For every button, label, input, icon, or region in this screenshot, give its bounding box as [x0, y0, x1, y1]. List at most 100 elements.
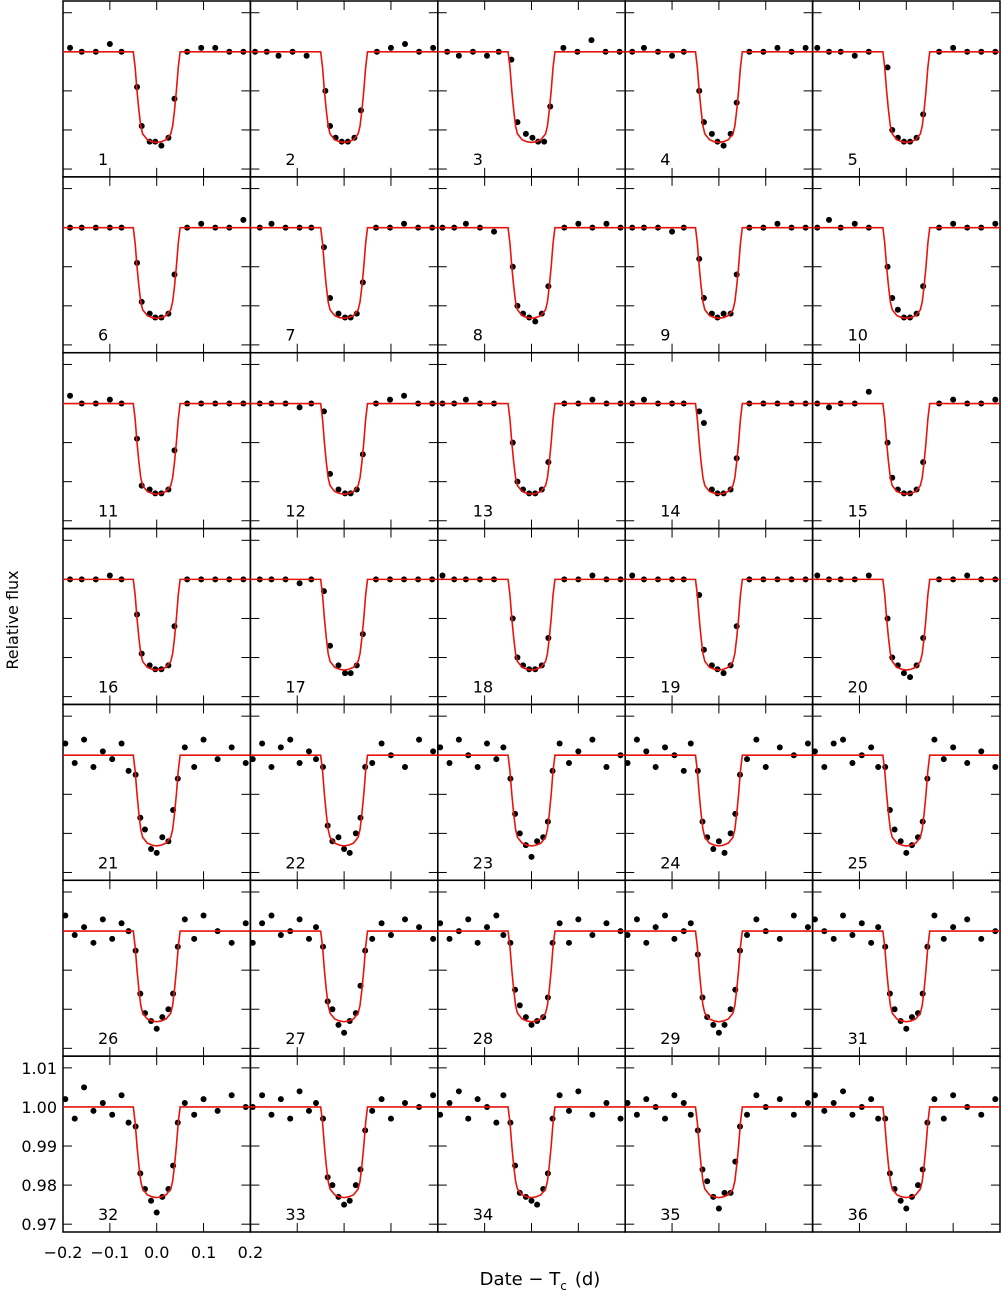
- data-point: [165, 1006, 172, 1013]
- data-point: [811, 1092, 818, 1099]
- data-point: [865, 572, 872, 579]
- data-point: [352, 830, 359, 837]
- data-point: [106, 40, 113, 47]
- panel: 20: [811, 527, 1001, 706]
- data-point: [865, 388, 872, 395]
- data-point: [378, 920, 385, 927]
- data-point: [402, 1100, 409, 1107]
- x-axis-label-main: Date − T: [480, 1269, 562, 1290]
- panel: 15: [811, 351, 1001, 530]
- y-axis-label: Relative flux: [3, 570, 22, 669]
- y-tick-label: 1.00: [21, 1098, 57, 1117]
- model-curve: [437, 930, 626, 1023]
- data-point: [671, 1092, 678, 1099]
- data-point: [851, 52, 858, 59]
- data-point: [305, 748, 312, 755]
- data-point: [81, 736, 88, 743]
- data-point: [191, 763, 198, 770]
- data-point: [71, 1115, 78, 1122]
- data-point: [603, 220, 610, 227]
- model-curve: [812, 1106, 1000, 1199]
- data-point: [680, 767, 687, 774]
- data-point: [825, 216, 832, 223]
- data-point: [992, 220, 999, 227]
- data-point: [744, 756, 751, 763]
- data-point: [259, 920, 266, 927]
- data-point: [903, 849, 910, 856]
- data-point: [603, 763, 610, 770]
- x-tick-label: −0.1: [90, 1243, 129, 1262]
- data-point: [840, 912, 847, 919]
- panel: 1: [62, 0, 252, 178]
- data-point: [198, 44, 205, 51]
- data-point: [821, 763, 828, 770]
- data-point: [588, 37, 595, 44]
- data-point: [589, 736, 596, 743]
- panel: 31: [811, 879, 1001, 1057]
- panel-frame: [62, 0, 252, 178]
- panel-label: 33: [285, 1205, 305, 1224]
- data-point: [633, 736, 640, 743]
- data-point: [446, 1100, 453, 1107]
- model-curve: [250, 754, 438, 847]
- data-point: [753, 916, 760, 923]
- data-point: [491, 228, 498, 235]
- model-curve: [625, 1106, 813, 1199]
- data-point: [744, 931, 751, 938]
- data-point: [327, 642, 334, 649]
- panel-label: 11: [98, 502, 118, 521]
- data-point: [296, 580, 303, 587]
- x-axis-label-sub: c: [560, 1279, 567, 1293]
- data-point: [940, 1115, 947, 1122]
- data-point: [493, 912, 500, 919]
- panel: 26: [62, 879, 252, 1057]
- panel-frame: [624, 703, 814, 882]
- data-point: [575, 916, 582, 923]
- data-point: [560, 44, 567, 51]
- data-point: [643, 1096, 650, 1103]
- panel-label: 10: [848, 326, 868, 345]
- data-point: [652, 924, 659, 931]
- data-point: [335, 1021, 342, 1028]
- panel-frame: [249, 0, 439, 178]
- panel-label: 25: [848, 853, 868, 872]
- data-point: [71, 931, 78, 938]
- data-point: [556, 1092, 563, 1099]
- data-point: [181, 1100, 188, 1107]
- panel: 19: [624, 527, 814, 706]
- data-point: [71, 760, 78, 767]
- data-point: [575, 1088, 582, 1095]
- model-curve: [812, 226, 1000, 320]
- data-point: [402, 763, 409, 770]
- data-point: [891, 1006, 898, 1013]
- data-point: [109, 1111, 116, 1118]
- data-point: [687, 920, 694, 927]
- data-point: [500, 744, 507, 751]
- panel: 10: [811, 176, 1001, 354]
- data-point: [387, 396, 394, 403]
- panel: 14: [624, 351, 814, 530]
- data-point: [589, 1111, 596, 1118]
- data-point: [402, 916, 409, 923]
- data-point: [346, 1197, 353, 1204]
- data-point: [802, 44, 809, 51]
- data-point: [680, 1100, 687, 1107]
- model-curve: [812, 578, 1000, 671]
- data-point: [978, 748, 985, 755]
- panel-label: 8: [473, 326, 483, 345]
- panel: 0.97 0.98 0.99 1.00 1.01 −0.2 −0.1 0.0 0.1 0.2 32: [21, 1055, 263, 1262]
- data-point: [335, 310, 342, 317]
- data-point: [964, 572, 971, 579]
- panel: 24: [624, 703, 814, 882]
- data-point: [556, 740, 563, 747]
- data-point: [296, 404, 303, 411]
- panel-frame: [437, 1055, 626, 1233]
- y-tick-label: 0.99: [21, 1137, 57, 1156]
- model-curve: [250, 1106, 438, 1199]
- data-point: [268, 1111, 275, 1118]
- data-point: [589, 931, 596, 938]
- data-point: [305, 935, 312, 942]
- data-point: [830, 740, 837, 747]
- data-point: [329, 1182, 336, 1189]
- data-point: [437, 744, 444, 751]
